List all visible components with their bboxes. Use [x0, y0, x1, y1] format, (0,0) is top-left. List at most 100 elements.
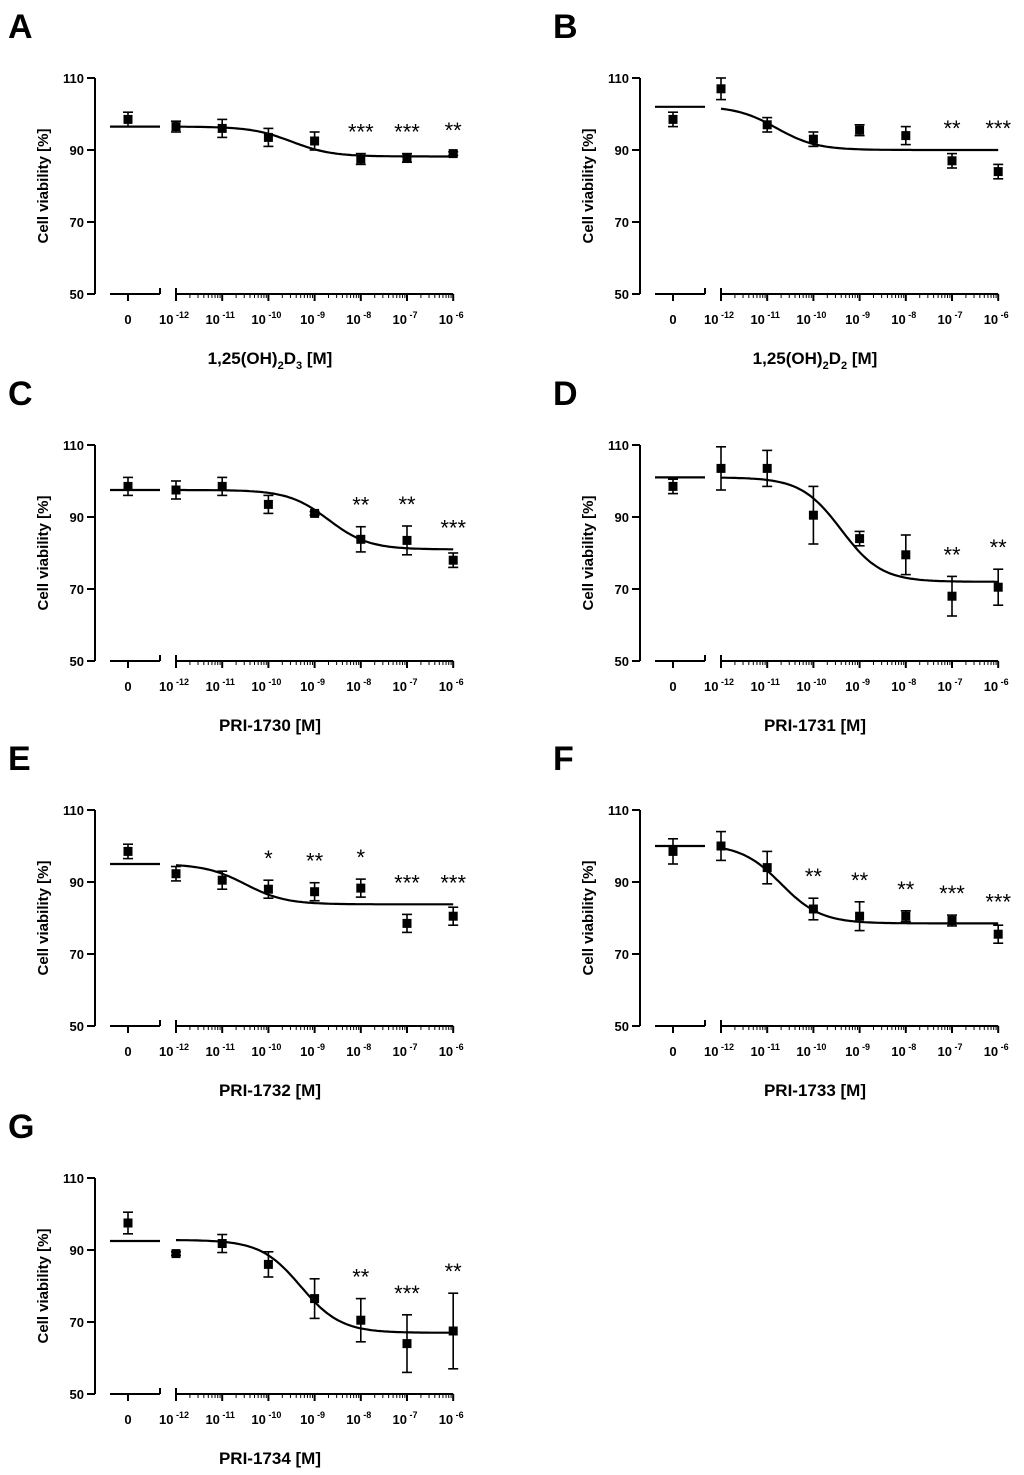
data-point	[356, 883, 366, 893]
data-point	[855, 125, 865, 135]
significance-label: *	[357, 845, 366, 870]
x-tick-label: 10 -10	[251, 310, 281, 327]
data-point	[448, 1326, 458, 1336]
significance-label: **	[306, 849, 324, 874]
significance-label: **	[352, 493, 370, 518]
x-tick-label: 10 -7	[393, 1410, 418, 1427]
x-tick-label-control: 0	[669, 1044, 676, 1059]
data-point	[217, 1239, 227, 1249]
data-point	[448, 911, 458, 921]
x-tick-label: 10 -10	[796, 310, 826, 327]
significance-label: ***	[394, 1281, 420, 1306]
x-tick-label: 10 -9	[300, 1042, 325, 1059]
significance-label: ***	[440, 515, 466, 540]
significance-label: ***	[939, 881, 965, 906]
data-point	[716, 841, 726, 851]
data-point	[217, 481, 227, 491]
significance-label: **	[398, 492, 416, 517]
data-point	[171, 122, 181, 132]
y-tick-label: 50	[70, 1387, 84, 1402]
data-point	[762, 463, 772, 473]
data-point	[808, 510, 818, 520]
x-tick-label: 10 -12	[159, 677, 189, 694]
y-tick-label: 90	[70, 510, 84, 525]
x-tick-label: 10 -6	[439, 677, 464, 694]
x-tick-label: 10 -8	[346, 310, 371, 327]
panel-letter: A	[8, 8, 33, 46]
control-point	[123, 481, 133, 491]
x-tick-label: 10 -10	[251, 1042, 281, 1059]
data-point	[901, 131, 911, 141]
y-tick-label: 70	[70, 215, 84, 230]
x-tick-label: 10 -12	[704, 677, 734, 694]
data-point	[901, 550, 911, 560]
x-tick-label: 10 -12	[704, 1042, 734, 1059]
data-point	[263, 884, 273, 894]
x-tick-label: 10 -8	[891, 1042, 916, 1059]
x-tick-label: 10 -7	[393, 677, 418, 694]
x-axis-label: PRI-1730 [M]	[219, 716, 321, 735]
x-tick-label: 10 -8	[891, 677, 916, 694]
data-point	[402, 1339, 412, 1349]
y-axis-label: Cell viability [%]	[35, 860, 52, 975]
y-tick-label: 50	[615, 287, 629, 302]
data-point	[171, 485, 181, 495]
x-tick-label-control: 0	[669, 312, 676, 327]
data-point	[263, 1259, 273, 1269]
x-tick-label: 10 -8	[346, 1042, 371, 1059]
y-axis-label: Cell viability [%]	[580, 495, 597, 610]
y-tick-label: 70	[70, 947, 84, 962]
panel-letter: E	[8, 740, 31, 778]
control-point	[123, 846, 133, 856]
x-tick-label: 10 -11	[750, 310, 779, 327]
data-point	[217, 875, 227, 885]
x-tick-label: 10 -10	[251, 1410, 281, 1427]
data-point	[310, 136, 320, 146]
x-tick-label: 10 -12	[159, 310, 189, 327]
panel-g: G 50 70 90 110 Cell viability [%] 0 10 -12 10 -1…	[8, 1108, 464, 1468]
y-tick-label: 90	[615, 875, 629, 890]
data-point	[947, 156, 957, 166]
data-point	[356, 534, 366, 544]
x-tick-label: 10 -7	[393, 1042, 418, 1059]
y-tick-label: 70	[615, 947, 629, 962]
x-tick-label: 10 -9	[300, 1410, 325, 1427]
control-point	[668, 481, 678, 491]
y-tick-label: 70	[615, 215, 629, 230]
x-tick-label: 10 -6	[984, 1042, 1009, 1059]
significance-label: **	[445, 118, 463, 143]
x-tick-label: 10 -8	[891, 310, 916, 327]
significance-label: **	[445, 1259, 463, 1284]
x-axis-label: PRI-1734 [M]	[219, 1449, 321, 1468]
y-tick-label: 50	[615, 1019, 629, 1034]
x-tick-label: 10 -8	[346, 677, 371, 694]
panel-letter: F	[553, 740, 574, 778]
y-tick-label: 90	[615, 143, 629, 158]
control-point	[123, 1218, 133, 1228]
data-point	[356, 1315, 366, 1325]
x-tick-label: 10 -6	[439, 1410, 464, 1427]
significance-label: ***	[394, 120, 420, 145]
y-axis-label: Cell viability [%]	[580, 128, 597, 243]
y-tick-label: 70	[70, 582, 84, 597]
control-point	[123, 114, 133, 124]
x-tick-label-control: 0	[669, 679, 676, 694]
y-axis-label: Cell viability [%]	[580, 860, 597, 975]
panel-letter: G	[8, 1108, 34, 1146]
y-tick-label: 50	[615, 654, 629, 669]
data-point	[762, 863, 772, 873]
x-axis-label: PRI-1732 [M]	[219, 1081, 321, 1100]
x-tick-label: 10 -11	[750, 677, 779, 694]
data-point	[310, 887, 320, 897]
y-tick-label: 70	[615, 582, 629, 597]
panel-f: F 50 70 90 110 Cell viability [%] 0 10 -12 10 -1…	[553, 740, 1011, 1100]
data-point	[716, 463, 726, 473]
panel-letter: D	[553, 375, 578, 413]
control-point	[668, 114, 678, 124]
data-point	[993, 167, 1003, 177]
panel-d: D 50 70 90 110 Cell viability [%] 0 10 -12 10 -1…	[553, 375, 1009, 735]
data-point	[993, 582, 1003, 592]
y-tick-label: 90	[70, 143, 84, 158]
data-point	[402, 535, 412, 545]
